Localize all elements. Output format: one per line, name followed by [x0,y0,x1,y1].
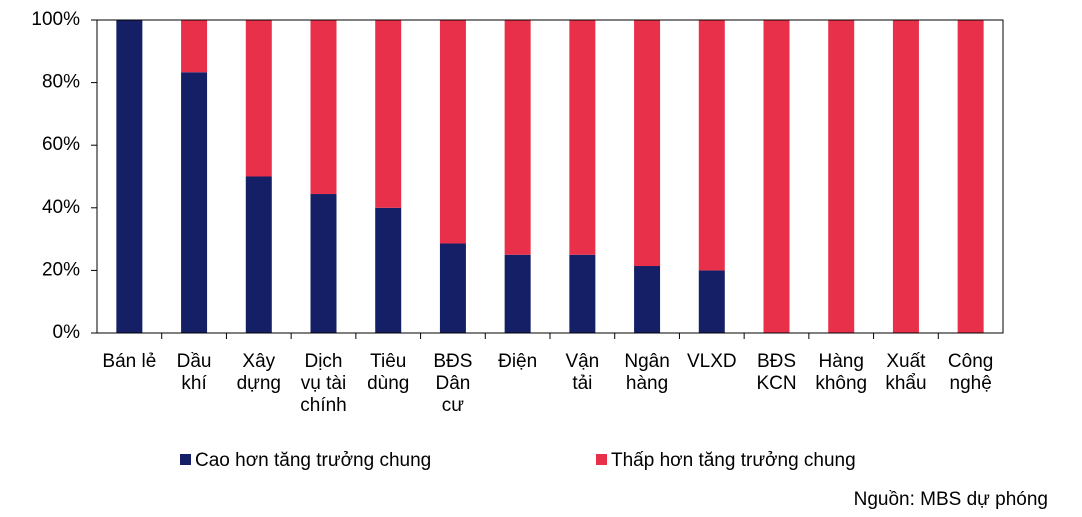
x-tick-label: BĐS [757,351,796,372]
x-tick-label: Ngân [624,351,669,372]
bar-segment [245,176,272,333]
x-tick-label: Tiêu [370,351,406,372]
x-tick-label: Điện [498,351,537,372]
x-tick-label: dựng [237,373,281,394]
y-tick-label: 80% [42,72,80,93]
bar-segment [828,20,855,333]
y-tick-label: 0% [53,322,81,343]
x-tick-label: vụ tài [301,373,346,394]
y-tick-label: 60% [42,134,80,155]
bar-segment [698,20,725,271]
x-tick-label: Bán lẻ [102,351,156,372]
bar-segment [375,20,402,208]
bar-segment [116,20,143,333]
x-tick-label: dùng [367,373,409,394]
bar-segment [569,20,596,255]
x-tick-label: Công [948,351,993,372]
x-tick-label: khí [181,373,207,394]
plot-frame [96,19,1004,334]
bar-segment [310,194,337,333]
bar-segment [634,266,661,333]
legend-swatch [180,454,191,465]
x-tick-label: KCN [756,373,796,394]
bar-segment [504,254,531,333]
legend-label: Thấp hơn tăng trưởng chung [611,450,856,471]
x-tick-label: BĐS [433,351,472,372]
x-tick-label: Xây [242,351,275,372]
x-tick-label: không [815,373,867,394]
bar-segment [698,270,725,333]
bar-segment [634,20,661,267]
y-tick-label: 40% [42,197,80,218]
y-tick-label: 100% [31,9,80,30]
source-note: Nguồn: MBS dự phóng [854,489,1048,510]
x-tick-label: Dịch [304,351,342,372]
bar-segment [375,207,402,333]
bar-segment [310,20,337,195]
x-tick-label: hàng [626,373,668,394]
x-tick-label: Xuất [886,351,926,372]
bar-segment [569,254,596,333]
x-tick-label: nghệ [950,373,992,394]
x-tick-label: tải [572,373,592,394]
bar-segment [439,243,466,333]
bar-segment [245,20,272,177]
bar-segment [504,20,531,255]
x-tick-label: khẩu [885,373,926,394]
x-tick-label: Vận [565,351,599,372]
y-tick-label: 20% [42,259,80,280]
bar-segment [892,20,919,333]
x-tick-label: VLXD [687,351,737,372]
bar-segment [181,20,208,73]
x-tick-label: Hàng [819,351,864,372]
legend-label: Cao hơn tăng trưởng chung [195,450,431,471]
x-tick-label: Dân [435,373,470,394]
bar-segment [957,20,984,333]
bar-segment [439,20,466,244]
x-tick-label: cư [442,395,465,416]
legend-swatch [596,454,607,465]
bar-segment [763,20,790,333]
x-tick-label: Dầu [177,351,212,372]
bar-segment [181,72,208,334]
x-tick-label: chính [300,395,346,416]
